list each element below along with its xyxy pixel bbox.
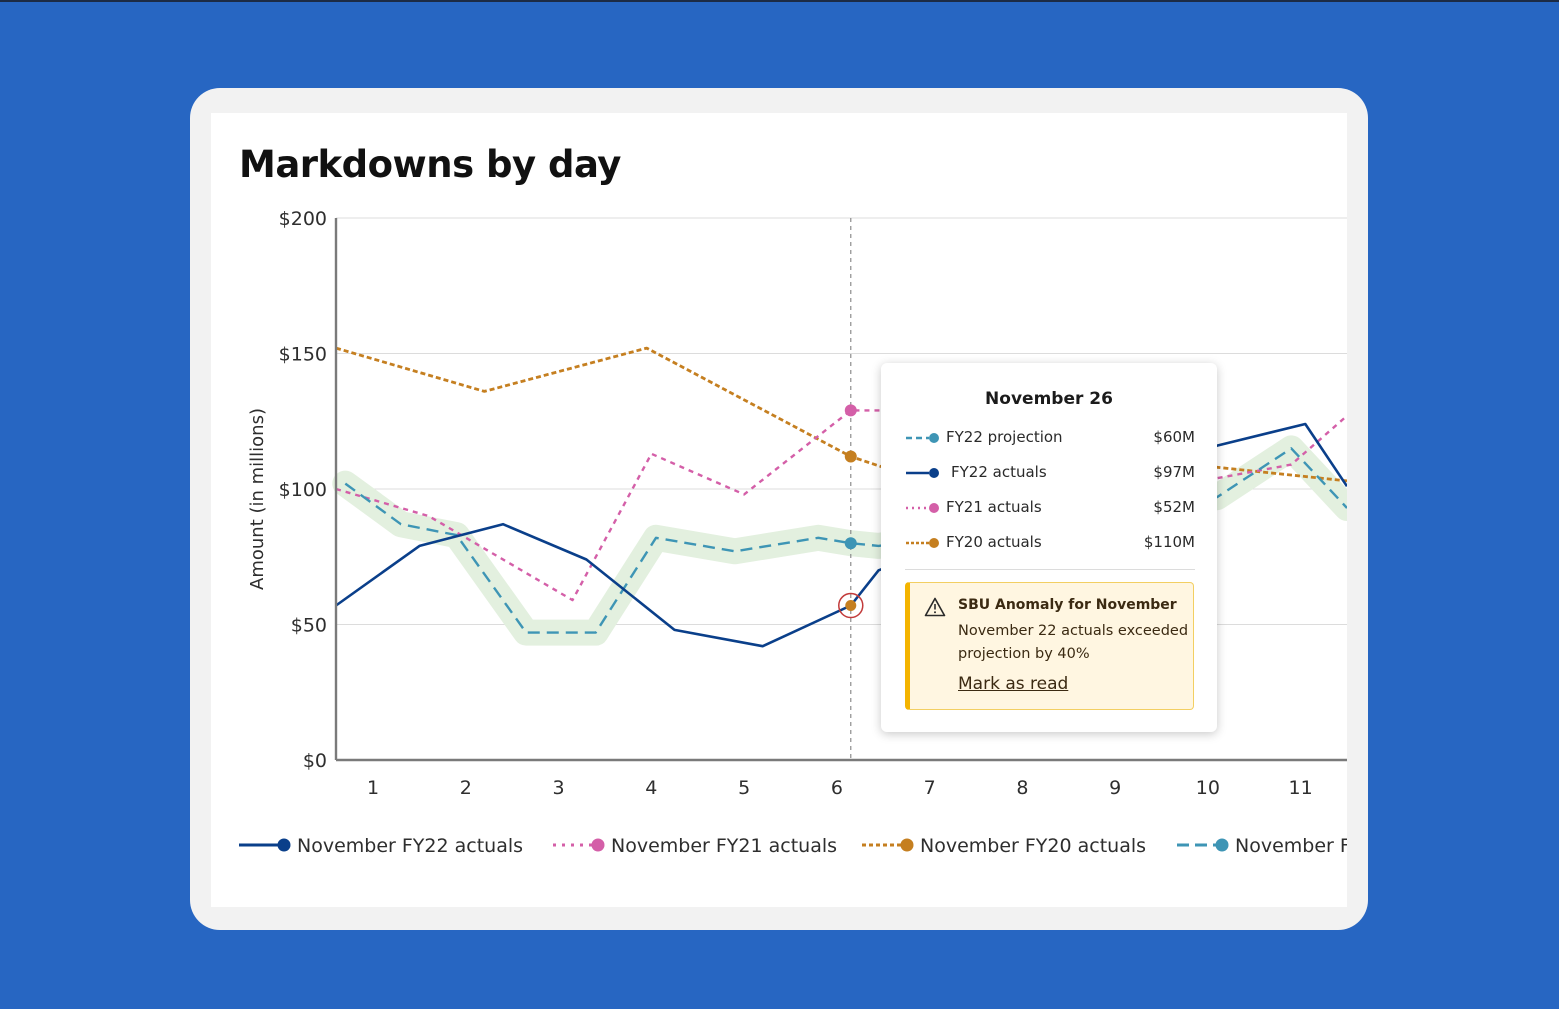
x-tick-label: 4: [645, 777, 657, 799]
data-point: [844, 450, 857, 463]
tooltip-row-fy20-actuals: FY20 actuals $110M: [905, 531, 1195, 555]
data-point: [844, 537, 857, 550]
alert-title: SBU Anomaly for November: [958, 597, 1177, 613]
fy22-actuals-swatch-icon: [906, 468, 939, 478]
fy22-projection-swatch-icon: [906, 433, 939, 443]
legend-swatch-dot: [900, 838, 914, 852]
y-tick-label: $0: [303, 750, 327, 772]
tooltip-row-fy22-actuals: FY22 actuals $97M: [905, 461, 1195, 485]
data-point: [844, 404, 857, 417]
x-tick-label: 5: [738, 777, 750, 799]
anomaly-ring: [838, 592, 864, 619]
tooltip-panel: November 26 FY22 projection $60M FY22 ac…: [881, 363, 1217, 732]
markdowns-chart: $200 $150 $100 $50 $0 Amount (in millions) 1 2 3…: [239, 208, 1347, 857]
x-tick-label: 8: [1016, 777, 1028, 799]
legend-swatch-dot: [277, 838, 291, 852]
tooltip-value: $97M: [1153, 463, 1195, 481]
tooltip-row-fy22-projection: FY22 projection $60M: [905, 426, 1195, 450]
x-tick-label: 11: [1289, 777, 1313, 799]
chart-card: Markdowns by day $200 $150 $100 $50 $0 Amount…: [211, 113, 1347, 907]
y-axis-label: Amount (in millions): [247, 408, 268, 590]
y-tick-label: $100: [279, 479, 327, 501]
series-line-fy22-actuals: [335, 422, 1347, 648]
x-tick-label: 6: [831, 777, 843, 799]
x-tick-label: 10: [1196, 777, 1220, 799]
alert-body: November 22 actuals exceeded projection …: [958, 623, 1189, 662]
x-tick-label: 9: [1109, 777, 1121, 799]
data-point: [845, 600, 857, 612]
warning-icon: [924, 597, 946, 617]
tooltip-divider: [905, 569, 1195, 570]
x-tick-label: 2: [460, 777, 472, 799]
legend-swatch-dot: [1215, 838, 1229, 852]
x-tick-label: 7: [924, 777, 936, 799]
tooltip-label: FY22 projection: [946, 428, 1063, 446]
legend-swatch-dot: [591, 838, 605, 852]
x-tick-label: 3: [553, 777, 565, 799]
legend-label: November FY21 actuals: [611, 835, 837, 857]
anomaly-alert: SBU Anomaly for November November 22 act…: [905, 582, 1194, 710]
legend-label: November FY22 actuals: [297, 835, 523, 857]
tooltip-label: FY20 actuals: [946, 533, 1042, 551]
tooltip-row-fy21-actuals: FY21 actuals $52M: [905, 496, 1195, 520]
legend-label: November F: [1235, 835, 1347, 857]
tooltip-value: $110M: [1143, 533, 1195, 551]
tooltip-value: $60M: [1153, 428, 1195, 446]
top-border-line: [0, 0, 1559, 2]
y-tick-label: $150: [279, 344, 327, 366]
legend-label: November FY20 actuals: [920, 835, 1146, 857]
tooltip-label: FY21 actuals: [946, 498, 1042, 516]
tooltip-value: $52M: [1153, 498, 1195, 516]
page-title: Markdowns by day: [239, 143, 621, 186]
x-tick-label: 1: [367, 777, 379, 799]
y-tick-label: $200: [279, 208, 327, 230]
fy20-actuals-swatch-icon: [906, 538, 939, 548]
tooltip-label: FY22 actuals: [951, 463, 1047, 481]
y-tick-label: $50: [291, 615, 327, 637]
mark-as-read-link[interactable]: Mark as read: [958, 674, 1069, 694]
tooltip-date: November 26: [985, 389, 1113, 409]
fy21-actuals-swatch-icon: [906, 503, 939, 513]
